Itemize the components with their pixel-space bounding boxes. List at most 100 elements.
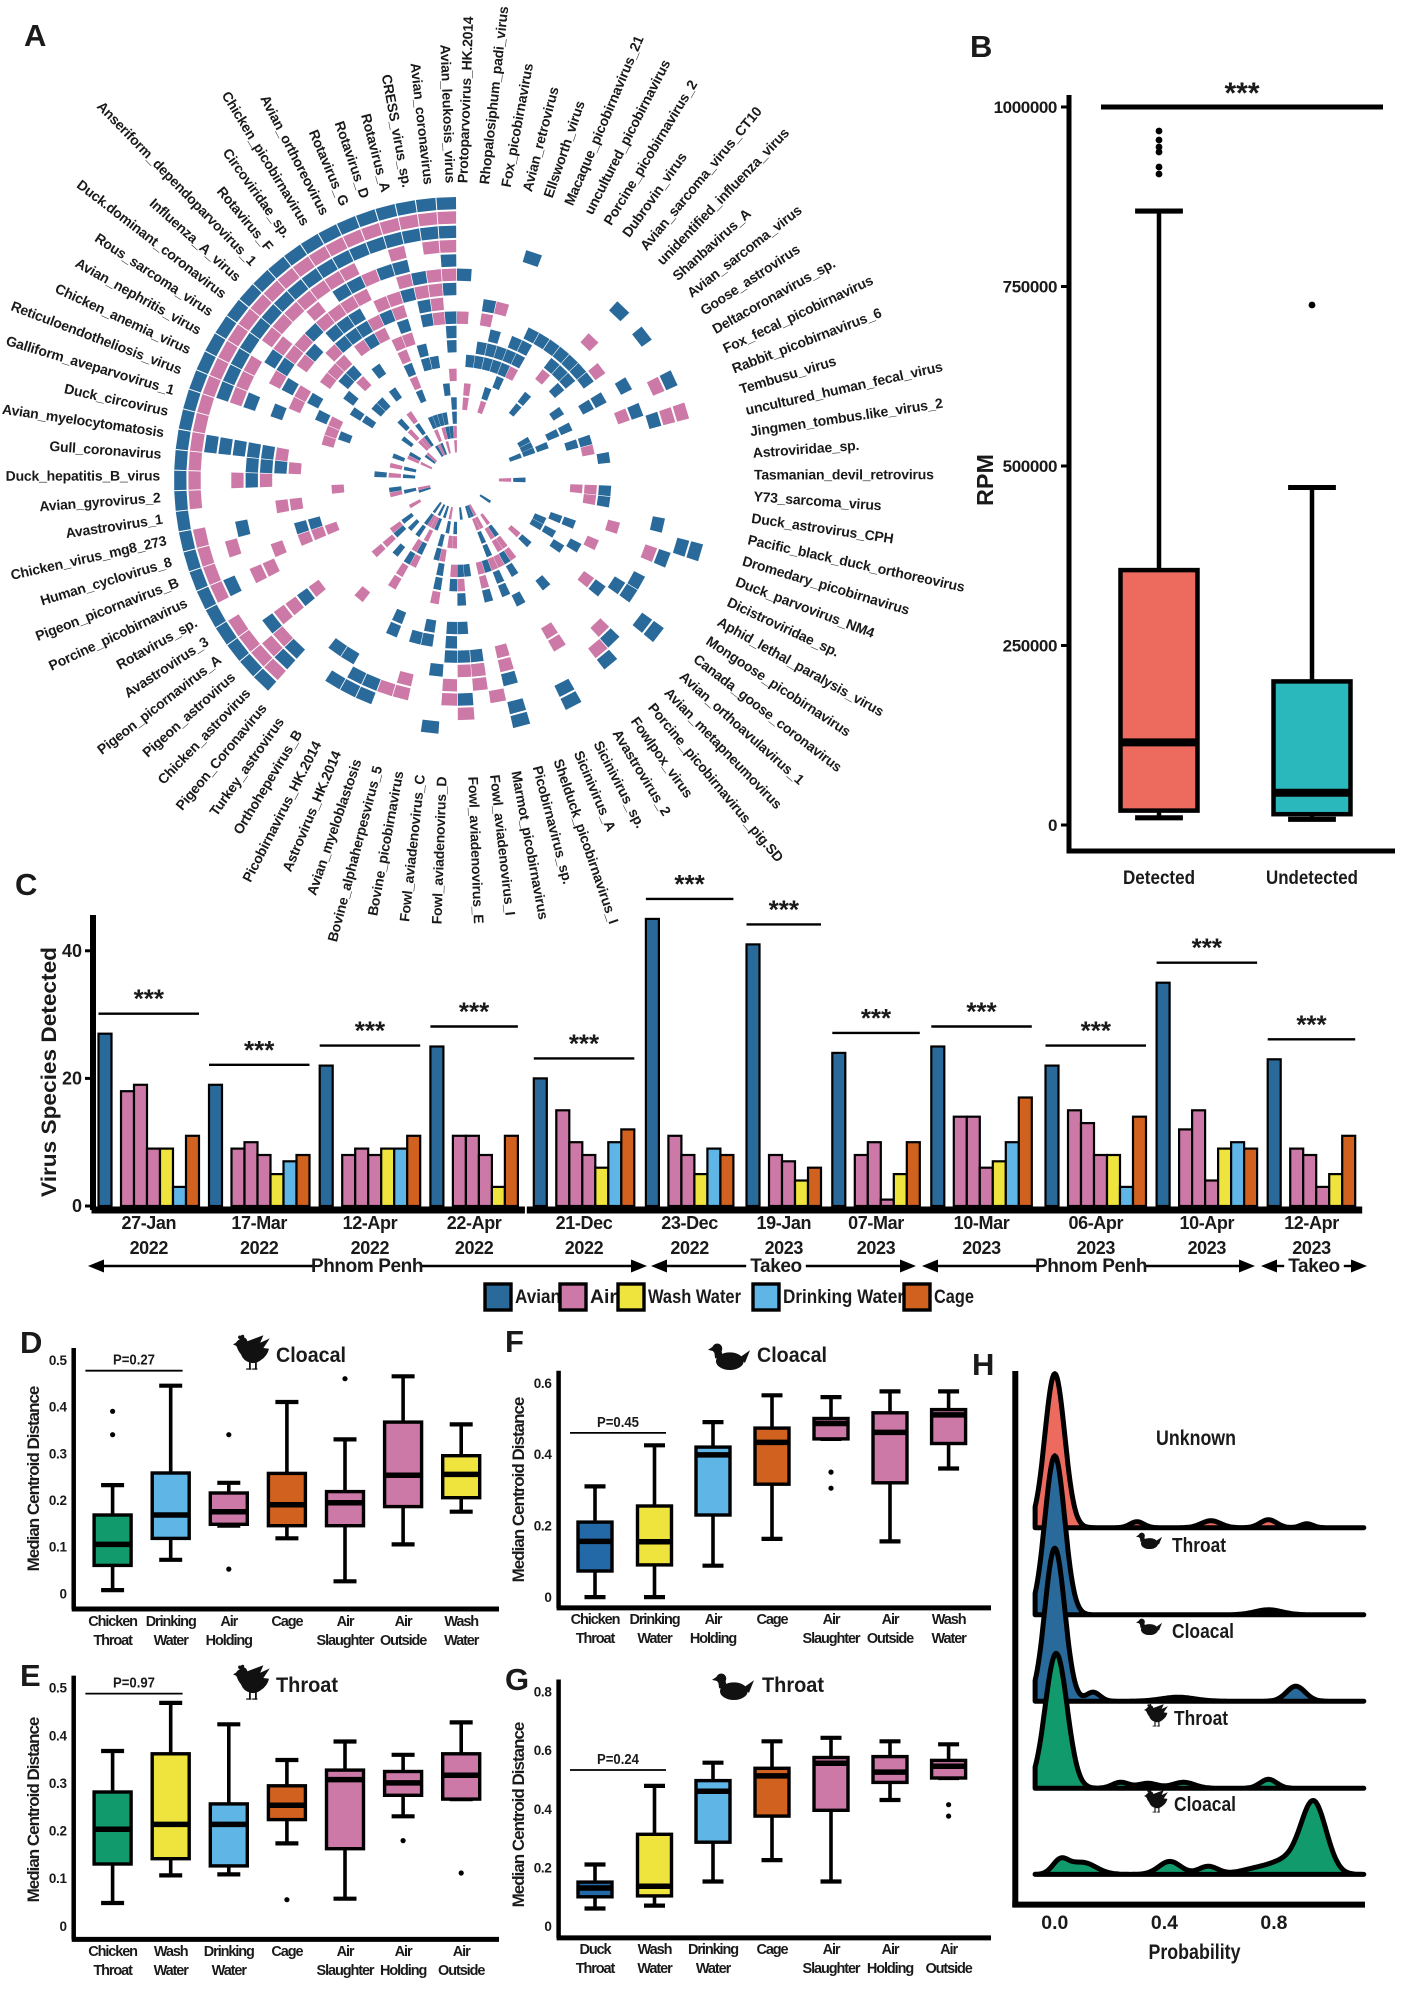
svg-text:Water: Water [154, 1963, 190, 1979]
svg-text:Throat: Throat [576, 1961, 616, 1977]
svg-text:2022: 2022 [240, 1238, 279, 1258]
svg-text:Air: Air [823, 1942, 841, 1958]
svg-text:C: C [15, 867, 37, 902]
svg-text:***: *** [1192, 933, 1223, 963]
svg-text:***: *** [966, 997, 997, 1027]
svg-text:Cage: Cage [756, 1612, 788, 1628]
svg-text:250000: 250000 [1003, 637, 1057, 656]
svg-text:Gull_coronavirus: Gull_coronavirus [49, 438, 162, 462]
svg-text:0.5: 0.5 [49, 1681, 68, 1696]
svg-text:Holding: Holding [206, 1633, 253, 1649]
svg-text:Holding: Holding [380, 1963, 427, 1979]
svg-text:0.4: 0.4 [49, 1400, 68, 1415]
svg-text:40: 40 [62, 941, 82, 961]
svg-text:Takeo: Takeo [1288, 1256, 1340, 1277]
svg-text:0: 0 [59, 1586, 66, 1601]
svg-text:Air: Air [220, 1614, 238, 1630]
svg-text:Water: Water [444, 1633, 480, 1649]
svg-text:Drinking: Drinking [146, 1614, 196, 1630]
svg-text:Cloacal: Cloacal [757, 1344, 827, 1367]
svg-text:0.6: 0.6 [534, 1743, 553, 1758]
svg-text:***: *** [244, 1035, 275, 1065]
svg-text:G: G [505, 1662, 529, 1697]
svg-text:12-Apr: 12-Apr [1284, 1213, 1339, 1233]
svg-text:Air: Air [940, 1942, 958, 1958]
svg-text:Probability: Probability [1149, 1941, 1241, 1964]
svg-text:07-Mar: 07-Mar [848, 1213, 904, 1233]
svg-text:Outside: Outside [867, 1631, 914, 1647]
svg-text:***: *** [1296, 1009, 1327, 1039]
svg-text:23-Dec: 23-Dec [661, 1213, 718, 1233]
svg-text:0.4: 0.4 [1151, 1913, 1178, 1934]
svg-text:2023: 2023 [765, 1238, 804, 1258]
svg-text:Air: Air [882, 1942, 900, 1958]
svg-text:P=0.97: P=0.97 [113, 1675, 155, 1692]
svg-text:Cage: Cage [271, 1944, 303, 1960]
svg-text:2023: 2023 [1077, 1238, 1116, 1258]
svg-text:0.2: 0.2 [49, 1824, 67, 1839]
svg-text:Avian_leukosis_virus: Avian_leukosis_virus [437, 44, 458, 184]
svg-text:27-Jan: 27-Jan [121, 1213, 176, 1233]
svg-text:Cage: Cage [934, 1287, 974, 1308]
svg-text:Air: Air [395, 1944, 413, 1960]
svg-text:0.3: 0.3 [49, 1446, 68, 1461]
svg-text:***: *** [134, 984, 165, 1014]
svg-text:Holding: Holding [867, 1961, 914, 1977]
svg-text:2022: 2022 [670, 1238, 709, 1258]
svg-text:Drinking Water: Drinking Water [783, 1287, 905, 1308]
svg-text:Cage: Cage [271, 1614, 303, 1630]
svg-text:Fowl_aviadenovirus_E: Fowl_aviadenovirus_E [465, 776, 487, 923]
svg-text:Throat: Throat [762, 1674, 824, 1697]
svg-text:Phnom Penh: Phnom Penh [311, 1256, 423, 1277]
svg-text:Avian: Avian [515, 1287, 561, 1308]
svg-text:Wash: Wash [154, 1944, 188, 1960]
svg-text:Slaughter: Slaughter [317, 1963, 375, 1979]
svg-text:Wash: Wash [444, 1614, 478, 1630]
svg-text:10-Mar: 10-Mar [954, 1213, 1010, 1233]
svg-text:0.8: 0.8 [534, 1685, 553, 1700]
svg-text:Duck: Duck [579, 1942, 612, 1958]
svg-text:Water: Water [931, 1631, 967, 1647]
svg-text:2022: 2022 [455, 1238, 494, 1258]
svg-text:Cloacal: Cloacal [276, 1344, 346, 1367]
svg-text:E: E [20, 1658, 41, 1693]
svg-text:Air: Air [590, 1287, 618, 1308]
svg-text:Wash: Wash [638, 1942, 672, 1958]
svg-text:Throat: Throat [576, 1631, 616, 1647]
svg-text:Cloacal: Cloacal [1174, 1794, 1236, 1816]
svg-text:2022: 2022 [351, 1238, 390, 1258]
svg-text:Air: Air [337, 1614, 355, 1630]
svg-text:Wash Water: Wash Water [648, 1287, 742, 1308]
svg-text:Virus Species Detected: Virus Species Detected [38, 947, 61, 1197]
svg-text:22-Apr: 22-Apr [447, 1213, 502, 1233]
svg-text:Duck_hepatitis_B_virus: Duck_hepatitis_B_virus [6, 467, 161, 483]
svg-text:Water: Water [637, 1961, 673, 1977]
svg-text:0.3: 0.3 [49, 1776, 68, 1791]
svg-text:0.0: 0.0 [1041, 1913, 1068, 1934]
svg-text:12-Apr: 12-Apr [343, 1213, 398, 1233]
svg-text:Outside: Outside [380, 1633, 427, 1649]
svg-text:Air: Air [882, 1612, 900, 1628]
svg-text:Outside: Outside [438, 1963, 485, 1979]
svg-text:D: D [20, 1325, 42, 1360]
svg-text:10-Apr: 10-Apr [1179, 1213, 1234, 1233]
svg-text:Drinking: Drinking [688, 1942, 738, 1958]
svg-text:Fowl_aviadenovirus_D: Fowl_aviadenovirus_D [428, 776, 449, 924]
svg-text:0: 0 [59, 1919, 66, 1934]
svg-text:2023: 2023 [1188, 1238, 1227, 1258]
svg-text:***: *** [459, 997, 490, 1027]
svg-text:Air: Air [823, 1612, 841, 1628]
svg-text:0: 0 [544, 1590, 551, 1605]
svg-text:A: A [24, 18, 46, 53]
svg-text:Median Centroid Distance: Median Centroid Distance [509, 1722, 528, 1907]
svg-text:***: *** [861, 1003, 892, 1033]
svg-text:Detected: Detected [1123, 868, 1195, 889]
svg-text:Cage: Cage [756, 1942, 788, 1958]
svg-text:***: *** [674, 869, 705, 899]
svg-text:2022: 2022 [130, 1238, 169, 1258]
svg-text:Air: Air [337, 1944, 355, 1960]
svg-text:2023: 2023 [962, 1238, 1001, 1258]
svg-text:1000000: 1000000 [994, 98, 1057, 117]
svg-text:0.4: 0.4 [534, 1802, 553, 1817]
svg-text:500000: 500000 [1003, 457, 1057, 476]
